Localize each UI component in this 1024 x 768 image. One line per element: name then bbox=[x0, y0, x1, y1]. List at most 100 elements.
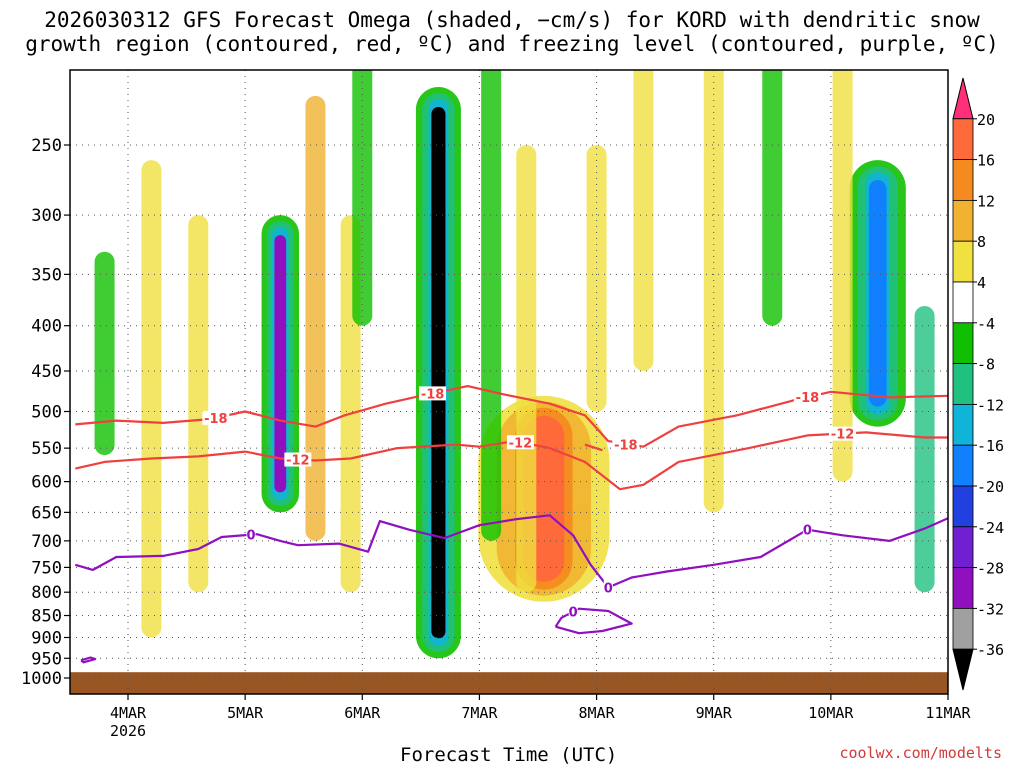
x-tick-label-9MAR: 9MAR bbox=[696, 704, 733, 722]
colorbar-segment-7 bbox=[952, 363, 974, 405]
omega-patch-0 bbox=[141, 160, 162, 638]
plot-frame bbox=[69, 69, 949, 695]
omega-core-ascent-column-6.65 bbox=[431, 107, 446, 639]
y-tick-label-550: 550 bbox=[31, 439, 62, 459]
contour-label-3-0: 0 bbox=[246, 529, 255, 544]
colorbar-label-8: -16 bbox=[977, 437, 1004, 455]
chart-title-line2: growth region (contoured, red, ºC) and f… bbox=[25, 32, 999, 56]
contour-label-4-0: 0 bbox=[569, 606, 578, 621]
colorbar-label-4: 4 bbox=[977, 274, 986, 292]
colorbar-label-1: 16 bbox=[977, 152, 995, 170]
colorbar-label-9: -20 bbox=[977, 478, 1004, 496]
colorbar-segment-12 bbox=[952, 567, 974, 609]
colorbar-segment-9 bbox=[952, 444, 974, 487]
y-tick-label-750: 750 bbox=[31, 558, 62, 578]
omega-patch-5 bbox=[481, 70, 502, 541]
y-tick-label-850: 850 bbox=[31, 607, 62, 627]
y-tick-label-350: 350 bbox=[31, 265, 62, 285]
colorbar-segment-2 bbox=[952, 159, 974, 201]
y-tick-label-1000: 1000 bbox=[21, 669, 62, 689]
contour-label-3-1: 0 bbox=[604, 581, 613, 596]
colorbar-arrow-top bbox=[952, 77, 974, 120]
colorbar-arrow-bottom bbox=[952, 648, 974, 691]
contour-2 bbox=[584, 443, 603, 452]
colorbar-label-6: -8 bbox=[977, 356, 995, 374]
ground-surface bbox=[70, 672, 948, 694]
colorbar-segment-5 bbox=[952, 281, 974, 324]
x-tick-label-4MAR: 4MAR bbox=[110, 704, 147, 722]
contour-1 bbox=[75, 431, 948, 491]
plot-area: -18 -18 -18 -12 -12 -12 -18 0 0 0 0 bbox=[70, 70, 948, 694]
omega-patch-12 bbox=[914, 305, 935, 593]
colorbar-segment-3 bbox=[952, 199, 974, 242]
x-tick-label-5MAR: 5MAR bbox=[227, 704, 264, 722]
y-tick-label-650: 650 bbox=[31, 503, 62, 523]
contour-label-bg-1-2 bbox=[829, 426, 857, 441]
omega-patch-1 bbox=[188, 215, 209, 593]
contour-4 bbox=[554, 607, 633, 635]
contour-label-0-2: -18 bbox=[796, 391, 820, 406]
credit-link[interactable]: coolwx.com/modelts bbox=[839, 744, 1002, 762]
y-tick-label-950: 950 bbox=[31, 649, 62, 669]
omega-patch-4 bbox=[352, 70, 373, 326]
omega-patch-11 bbox=[832, 70, 853, 482]
y-tick-label-250: 250 bbox=[31, 136, 62, 156]
contour-label-3-2: 0 bbox=[803, 524, 812, 539]
omega-patch-6 bbox=[516, 145, 537, 593]
colorbar-label-0: 20 bbox=[977, 111, 995, 129]
omega-chart: -18-18 -18-12-12-12-180000250300350400450… bbox=[21, 69, 1004, 740]
contour-label-bg-3-1 bbox=[603, 580, 613, 595]
colorbar-segment-1 bbox=[952, 118, 974, 161]
contour-label-1-1: -12 bbox=[509, 436, 533, 451]
y-tick-label-300: 300 bbox=[31, 206, 62, 226]
colorbar-label-12: -32 bbox=[977, 600, 1004, 618]
colorbar-label-3: 8 bbox=[977, 233, 986, 251]
contour-3 bbox=[74, 514, 948, 589]
contour-label-1-2: -12 bbox=[831, 428, 855, 443]
y-tick-label-500: 500 bbox=[31, 403, 62, 423]
contour-label-1-0: -12 bbox=[286, 454, 310, 469]
omega-patch-10 bbox=[762, 70, 783, 326]
omega-patch-2 bbox=[305, 95, 326, 541]
omega-core-ascent-column-5.3 bbox=[274, 235, 287, 493]
y-tick-label-400: 400 bbox=[31, 317, 62, 337]
contour-label-bg-4-0 bbox=[568, 604, 578, 619]
contour-label-bg-0-0 bbox=[202, 410, 230, 425]
colorbar-label-2: 12 bbox=[977, 192, 995, 210]
colorbar-label-11: -28 bbox=[977, 560, 1004, 578]
x-axis-label: Forecast Time (UTC) bbox=[400, 744, 618, 766]
contour-label-bg-0-2 bbox=[793, 390, 821, 405]
x-tick-label-11MAR: 11MAR bbox=[925, 704, 971, 722]
contour-label-bg-0-1 bbox=[419, 386, 447, 401]
x-year-label: 2026 bbox=[110, 722, 146, 740]
colorbar-segment-10 bbox=[952, 485, 974, 528]
y-tick-label-600: 600 bbox=[31, 473, 62, 493]
contour-label-0-1: -18 bbox=[421, 387, 445, 402]
colorbar-label-5: -4 bbox=[977, 315, 995, 333]
x-tick-label-6MAR: 6MAR bbox=[344, 704, 381, 722]
omega-core-ascent-column-10.4 bbox=[868, 180, 887, 407]
x-tick-label-10MAR: 10MAR bbox=[808, 704, 854, 722]
x-tick-label-8MAR: 8MAR bbox=[579, 704, 616, 722]
omega-patch-13 bbox=[94, 251, 115, 456]
colorbar-label-10: -24 bbox=[977, 519, 1004, 537]
contour-label-bg-3-2 bbox=[802, 522, 812, 537]
colorbar-segment-8 bbox=[952, 403, 974, 446]
contour-label-bg-3-0 bbox=[246, 527, 256, 542]
contour-label-bg-1-1 bbox=[506, 435, 534, 450]
y-tick-label-700: 700 bbox=[31, 532, 62, 552]
colorbar-label-13: -36 bbox=[977, 641, 1004, 659]
contour-5 bbox=[80, 656, 97, 664]
contour-label-0-0: -18 bbox=[204, 412, 228, 427]
colorbar-segment-11 bbox=[952, 526, 974, 568]
colorbar-segment-13 bbox=[952, 608, 974, 650]
omega-patch-8 bbox=[633, 70, 654, 371]
colorbar-segment-6 bbox=[952, 322, 974, 364]
colorbar-label-7: -12 bbox=[977, 396, 1004, 414]
y-tick-label-800: 800 bbox=[31, 583, 62, 603]
y-tick-label-450: 450 bbox=[31, 362, 62, 382]
x-tick-label-7MAR: 7MAR bbox=[461, 704, 498, 722]
contour-label-bg-2-0 bbox=[612, 437, 640, 452]
contour-label-bg-1-0 bbox=[284, 452, 312, 467]
colorbar-segment-4 bbox=[952, 240, 974, 283]
